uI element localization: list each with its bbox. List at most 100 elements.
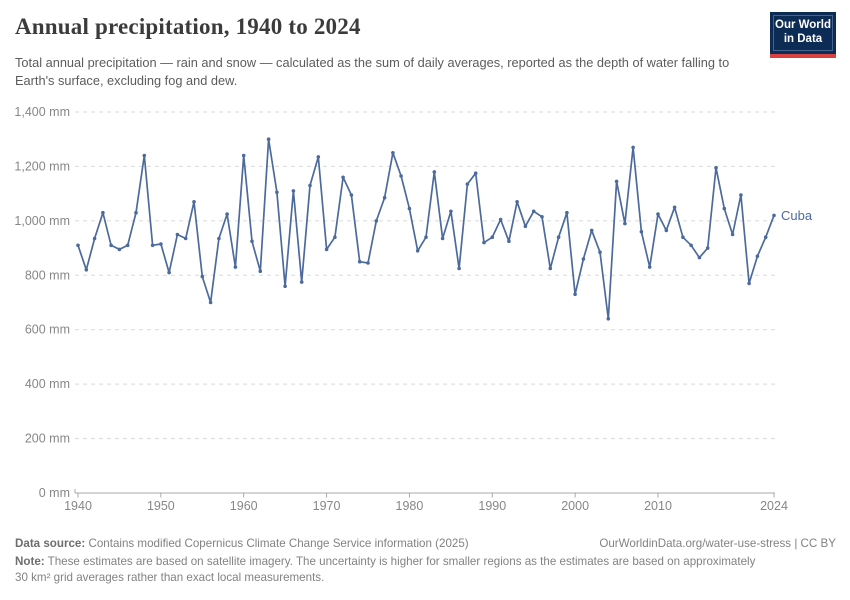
data-point[interactable] [84, 268, 89, 272]
data-point[interactable] [747, 281, 751, 286]
owid-logo[interactable]: Our World in Data [770, 12, 836, 58]
owid-link[interactable]: OurWorldinData.org/water-use-stress | CC… [599, 537, 836, 550]
data-point[interactable] [490, 235, 495, 239]
data-point[interactable] [283, 284, 287, 289]
y-tick-label: 400 mm [25, 377, 70, 391]
data-point[interactable] [730, 232, 735, 237]
data-point[interactable] [681, 235, 685, 239]
data-point[interactable] [275, 190, 279, 195]
data-point[interactable] [316, 155, 321, 159]
data-point[interactable] [341, 175, 345, 180]
data-point[interactable] [714, 166, 718, 170]
chart-subtitle: Total annual precipitation — rain and sn… [15, 55, 730, 89]
data-point[interactable] [424, 235, 428, 239]
data-point[interactable] [606, 317, 611, 321]
data-point[interactable] [183, 236, 188, 241]
data-point[interactable] [540, 215, 544, 219]
data-point[interactable] [656, 212, 660, 216]
data-point[interactable] [589, 228, 594, 233]
data-point[interactable] [598, 250, 602, 254]
data-point[interactable] [755, 254, 760, 258]
data-point[interactable] [258, 269, 263, 274]
series-label[interactable]: Cuba [781, 208, 813, 223]
data-point[interactable] [763, 235, 768, 239]
data-point[interactable] [250, 239, 254, 244]
data-point[interactable] [391, 151, 395, 155]
x-tick-label: 1970 [313, 499, 341, 513]
x-tick-label: 1980 [396, 499, 424, 513]
data-point[interactable] [523, 224, 528, 229]
data-point[interactable] [432, 170, 437, 174]
data-point[interactable] [333, 235, 337, 239]
data-point[interactable] [772, 213, 776, 218]
data-point[interactable] [556, 235, 561, 239]
data-point[interactable] [689, 243, 693, 248]
data-point[interactable] [382, 195, 387, 200]
data-point[interactable] [266, 137, 271, 141]
data-point[interactable] [92, 236, 97, 241]
data-point[interactable] [291, 189, 296, 193]
data-point[interactable] [200, 274, 205, 279]
data-point[interactable] [150, 243, 155, 248]
data-point[interactable] [349, 193, 354, 197]
data-point[interactable] [498, 217, 503, 222]
data-point[interactable] [192, 200, 196, 204]
data-point[interactable] [167, 270, 171, 275]
data-point[interactable] [515, 200, 519, 204]
y-tick-label: 600 mm [25, 323, 70, 337]
data-point[interactable] [225, 212, 229, 216]
data-point[interactable] [722, 206, 727, 211]
data-point[interactable] [705, 246, 710, 250]
data-point[interactable] [374, 219, 379, 223]
data-point[interactable] [531, 209, 536, 214]
data-point[interactable] [465, 182, 470, 186]
data-point[interactable] [672, 205, 677, 210]
data-point[interactable] [366, 261, 370, 265]
data-point[interactable] [581, 257, 586, 261]
data-point[interactable] [101, 210, 105, 215]
y-tick-label: 1,400 mm [14, 105, 70, 119]
y-tick-label: 800 mm [25, 268, 70, 282]
data-point[interactable] [175, 232, 180, 237]
data-point[interactable] [76, 243, 80, 248]
data-point[interactable] [357, 259, 362, 264]
data-point[interactable] [548, 266, 553, 271]
data-point[interactable] [134, 210, 138, 215]
data-point[interactable] [299, 280, 304, 284]
data-point[interactable] [482, 240, 486, 245]
data-point[interactable] [415, 249, 420, 253]
data-point[interactable] [565, 210, 569, 215]
data-point[interactable] [614, 179, 619, 184]
data-point[interactable] [647, 265, 652, 269]
data-point[interactable] [233, 265, 238, 269]
data-point[interactable] [739, 193, 743, 197]
data-point[interactable] [125, 243, 130, 248]
data-point[interactable] [142, 153, 147, 158]
data-point[interactable] [109, 243, 113, 248]
data-point[interactable] [440, 236, 445, 241]
data-point[interactable] [217, 236, 221, 241]
data-point[interactable] [507, 239, 511, 244]
x-tick-label: 1940 [64, 499, 92, 513]
data-point[interactable] [324, 247, 329, 252]
data-point[interactable] [697, 255, 702, 260]
data-point[interactable] [308, 183, 312, 188]
y-tick-label: 1,200 mm [14, 159, 70, 173]
data-point[interactable] [449, 209, 453, 214]
data-point[interactable] [117, 247, 122, 252]
data-point[interactable] [159, 242, 163, 246]
data-point[interactable] [241, 153, 246, 158]
data-point[interactable] [407, 206, 412, 211]
data-point[interactable] [208, 300, 213, 305]
data-point[interactable] [631, 145, 635, 150]
note-line: Note: These estimates are based on satel… [15, 555, 756, 585]
data-point[interactable] [473, 171, 478, 175]
data-point[interactable] [399, 174, 403, 178]
x-tick-label: 1950 [147, 499, 175, 513]
data-point[interactable] [639, 229, 644, 234]
data-point[interactable] [664, 228, 669, 233]
data-point[interactable] [457, 266, 461, 271]
data-source-line: Data source: Contains modified Copernicu… [15, 537, 469, 550]
data-point[interactable] [623, 221, 627, 226]
data-point[interactable] [573, 292, 577, 297]
